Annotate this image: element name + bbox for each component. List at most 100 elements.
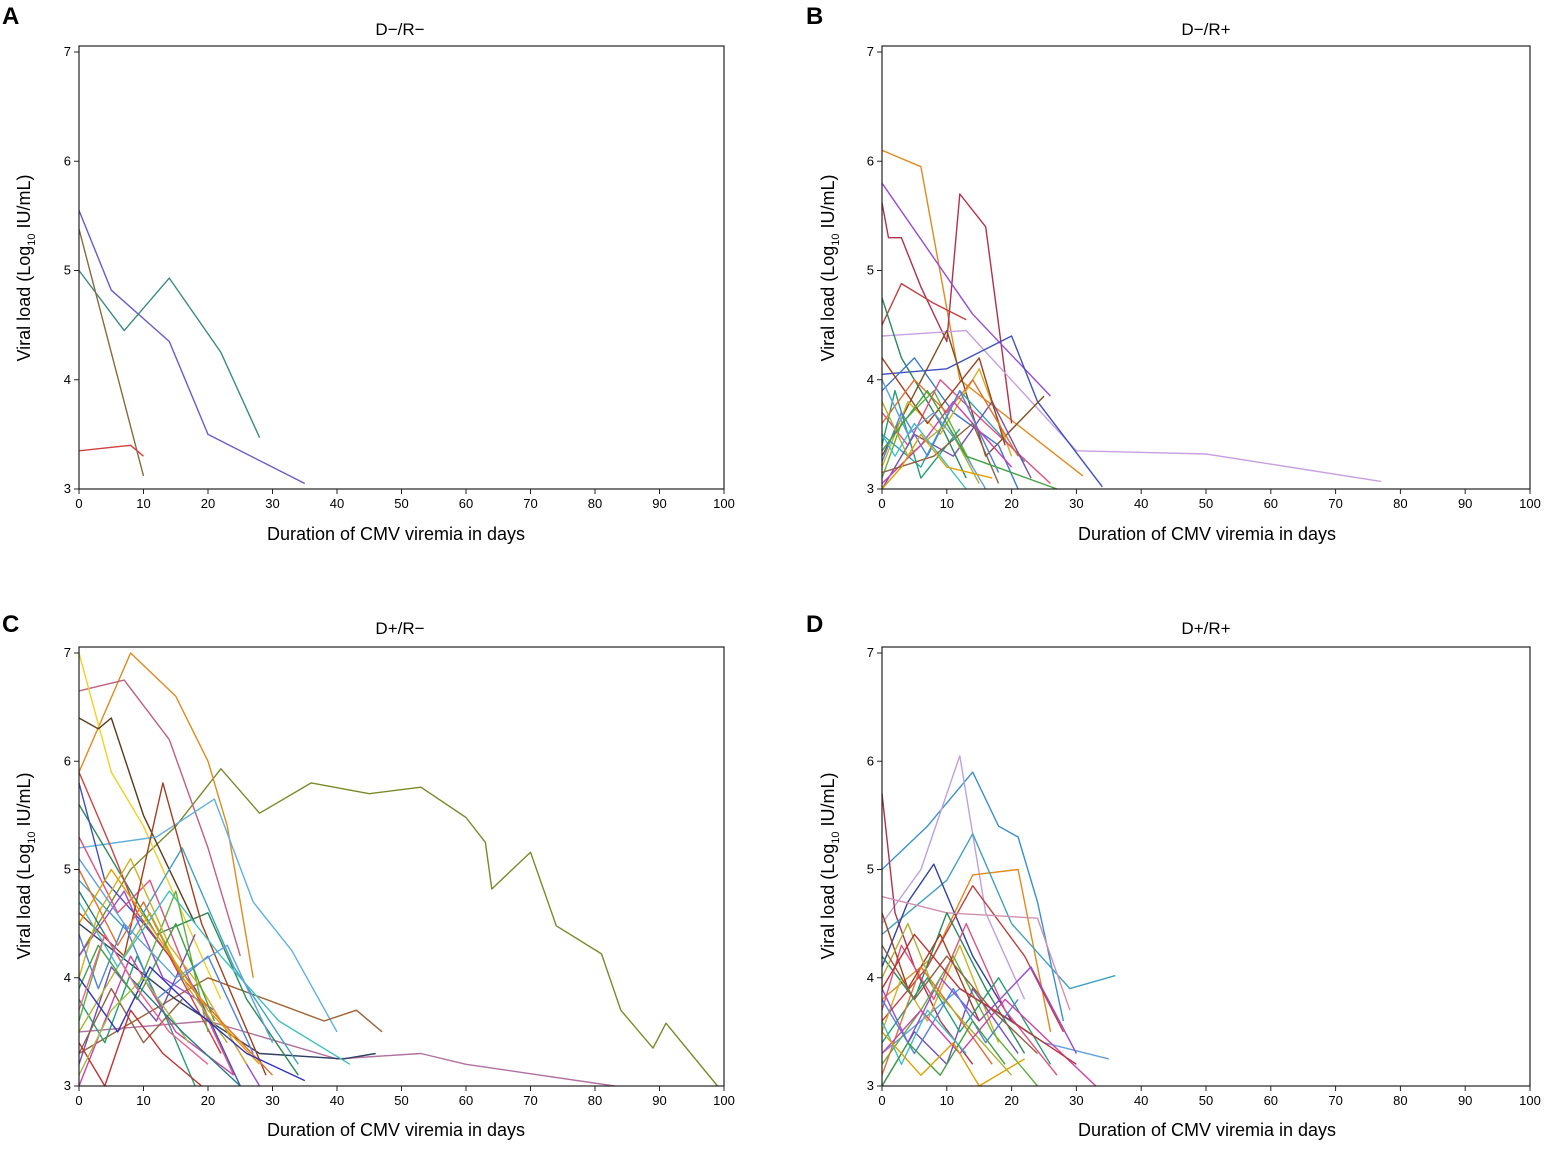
x-tick-label: 40 xyxy=(330,1093,344,1108)
series-line-patient-28 xyxy=(78,922,216,1022)
series-line-patient-24 xyxy=(881,390,1058,490)
series-line-patient-21 xyxy=(881,998,1097,1087)
x-tick-label: 20 xyxy=(201,1093,215,1108)
series-line-patient-3 xyxy=(78,228,145,477)
series-group xyxy=(881,149,1382,490)
x-tick-label: 80 xyxy=(588,496,602,511)
series-line-patient-2 xyxy=(881,755,1026,1000)
series-line-patient-24 xyxy=(78,955,235,1087)
series-line-patient-34 xyxy=(78,933,209,1065)
x-tick-label: 50 xyxy=(394,496,408,511)
series-line-patient-1 xyxy=(881,771,1065,1022)
plot-frame xyxy=(78,45,725,490)
series-line-patient-13 xyxy=(881,379,1051,485)
series-group xyxy=(78,210,306,485)
series-line-patient-6 xyxy=(881,863,1013,1022)
series-line-patient-25 xyxy=(78,890,351,1065)
x-axis-title: Duration of CMV viremia in days xyxy=(1078,1120,1336,1140)
series-line-patient-17 xyxy=(881,379,1019,457)
series-line-patient-7 xyxy=(881,885,1065,1033)
x-tick-label: 90 xyxy=(652,496,666,511)
series-line-patient-4 xyxy=(78,444,144,457)
x-tick-label: 60 xyxy=(459,496,473,511)
panel-letter: B xyxy=(806,3,823,30)
y-tick-label: 5 xyxy=(867,263,874,278)
x-tick-label: 30 xyxy=(1069,1093,1083,1108)
y-tick-label: 7 xyxy=(64,645,71,660)
series-line-patient-8 xyxy=(78,1020,615,1087)
series-line-patient-2 xyxy=(78,270,261,438)
series-line-patient-4 xyxy=(881,282,967,326)
series-line-patient-29 xyxy=(78,868,261,1065)
x-tick-label: 90 xyxy=(652,1093,666,1108)
y-tick-label: 5 xyxy=(64,263,71,278)
x-tick-label: 60 xyxy=(1264,1093,1278,1108)
series-line-patient-17 xyxy=(881,977,1052,1065)
series-line-patient-17 xyxy=(78,858,248,1065)
panel-title: D−/R+ xyxy=(1181,20,1230,39)
y-tick-label: 7 xyxy=(867,44,874,59)
series-line-patient-32 xyxy=(78,977,190,1076)
panel-c: C D+/R− 0 10 20 30 40 50 60 70 80 90 100 3 4 5 6 7 Duratio… xyxy=(2,611,735,1140)
series-line-patient-13 xyxy=(78,847,299,1065)
y-tick-label: 5 xyxy=(64,862,71,877)
x-tick-label: 10 xyxy=(136,1093,150,1108)
series-line-patient-23 xyxy=(881,944,1038,1055)
series-line-patient-10 xyxy=(78,804,299,1076)
x-tick-label: 100 xyxy=(713,496,735,511)
series-line-patient-30 xyxy=(78,1009,203,1087)
y-tick-label: 4 xyxy=(867,372,874,387)
x-tick-label: 90 xyxy=(1458,496,1472,511)
panel-b: B D−/R+ 0 10 20 30 40 50 60 70 80 90 100 3 4 5 6 7 Duratio… xyxy=(806,3,1541,544)
y-tick-label: 4 xyxy=(867,970,874,985)
y-tick-label: 4 xyxy=(64,970,71,985)
series-line-patient-23 xyxy=(78,912,228,1044)
y-tick-label: 6 xyxy=(64,753,71,768)
x-tick-label: 0 xyxy=(75,496,82,511)
plot-frame xyxy=(78,646,725,1087)
series-line-patient-8 xyxy=(881,329,1045,457)
series-line-patient-5 xyxy=(78,717,196,924)
x-tick-label: 20 xyxy=(1004,1093,1018,1108)
x-tick-label: 20 xyxy=(201,496,215,511)
panel-title: D−/R− xyxy=(375,20,424,39)
series-line-patient-8 xyxy=(881,895,1071,1011)
series-line-patient-2 xyxy=(78,652,254,978)
series-line-patient-31 xyxy=(78,966,306,1082)
series-line-patient-11 xyxy=(881,944,1000,1043)
series-line-patient-10 xyxy=(881,912,1026,1054)
x-tick-label: 40 xyxy=(330,496,344,511)
series-line-patient-4 xyxy=(78,652,222,1000)
y-tick-label: 3 xyxy=(867,481,874,496)
x-tick-label: 40 xyxy=(1134,496,1148,511)
x-tick-label: 0 xyxy=(75,1093,82,1108)
x-tick-label: 10 xyxy=(940,1093,954,1108)
y-axis-title: Viral load (Log10 IU/mL) xyxy=(14,772,38,959)
series-line-patient-22 xyxy=(881,422,1000,484)
x-tick-label: 60 xyxy=(459,1093,473,1108)
series-line-patient-14 xyxy=(881,922,1058,1076)
series-line-patient-22 xyxy=(78,922,254,1054)
series-line-patient-14 xyxy=(881,400,1032,490)
x-tick-label: 70 xyxy=(1328,1093,1342,1108)
x-tick-label: 100 xyxy=(1519,1093,1541,1108)
x-tick-label: 0 xyxy=(878,1093,885,1108)
x-tick-label: 70 xyxy=(523,1093,537,1108)
y-tick-label: 3 xyxy=(867,1078,874,1093)
y-tick-label: 6 xyxy=(64,153,71,168)
x-tick-label: 60 xyxy=(1264,496,1278,511)
x-tick-label: 50 xyxy=(1199,496,1213,511)
series-group xyxy=(881,755,1116,1087)
x-tick-label: 100 xyxy=(713,1093,735,1108)
y-tick-label: 6 xyxy=(867,153,874,168)
y-tick-label: 5 xyxy=(867,862,874,877)
series-line-patient-26 xyxy=(78,987,183,1054)
panel-letter: A xyxy=(2,3,19,30)
x-tick-label: 80 xyxy=(1393,1093,1407,1108)
x-tick-label: 100 xyxy=(1519,496,1541,511)
series-line-patient-19 xyxy=(881,987,1019,1055)
panel-a: A D−/R− 0 10 20 30 40 50 60 70 80 90 100 3 4 5 6 7 Duratio… xyxy=(2,3,735,544)
series-line-patient-6 xyxy=(78,798,338,1033)
panel-title: D+/R− xyxy=(375,619,424,638)
